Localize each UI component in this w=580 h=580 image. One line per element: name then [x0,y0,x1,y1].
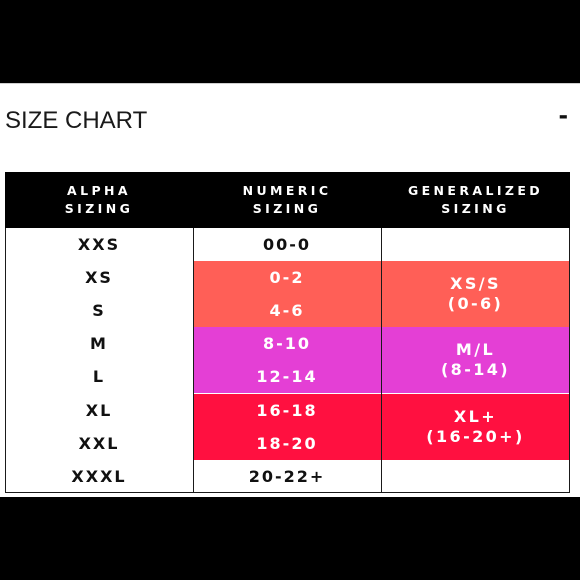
section-title: SIZE CHART [5,107,148,134]
numeric-size-cell: 8-10 [193,327,381,361]
numeric-size-cell: 20-22+ [248,466,326,486]
header-alpha-sizing: ALPHA SIZING [64,183,134,216]
table-border [5,228,570,493]
generalized-size-cell: XL+ (16-20+) [381,393,570,460]
alpha-size-cell: XXXL [71,466,127,486]
alpha-size-cell: XXS [77,235,121,255]
header-generalized-sizing: GENERALIZED SIZING [407,183,544,216]
numeric-size-cell: 18-20 [193,426,381,460]
alpha-size-cell: XXL [78,433,120,453]
generalized-size-cell: M/L (8-14) [381,327,570,394]
numeric-size-cell: 16-18 [193,393,381,427]
numeric-size-cell: 00-0 [262,235,312,255]
column-divider [193,228,194,493]
numeric-size-cell: 12-14 [193,360,381,394]
alpha-size-cell: M [90,334,108,354]
alpha-size-cell: XS [85,268,113,288]
top-divider [0,83,580,84]
size-chart-table: ALPHA SIZING NUMERIC SIZING GENERALIZED SIZ… [5,172,570,493]
collapse-button[interactable]: - [558,99,568,130]
alpha-size-cell: L [92,367,106,387]
alpha-size-cell: XL [85,400,113,420]
numeric-size-cell: 0-2 [193,261,381,295]
size-chart-panel: SIZE CHART - ALPHA SIZING NUMERIC SIZING G… [0,83,580,497]
alpha-size-cell: S [92,301,106,321]
table-header: ALPHA SIZING NUMERIC SIZING GENERALIZED SIZ… [5,172,570,228]
generalized-size-cell: XS/S (0-6) [381,261,570,328]
numeric-size-cell: 4-6 [193,294,381,328]
header-numeric-sizing: NUMERIC SIZING [242,183,332,216]
column-divider [381,228,382,493]
